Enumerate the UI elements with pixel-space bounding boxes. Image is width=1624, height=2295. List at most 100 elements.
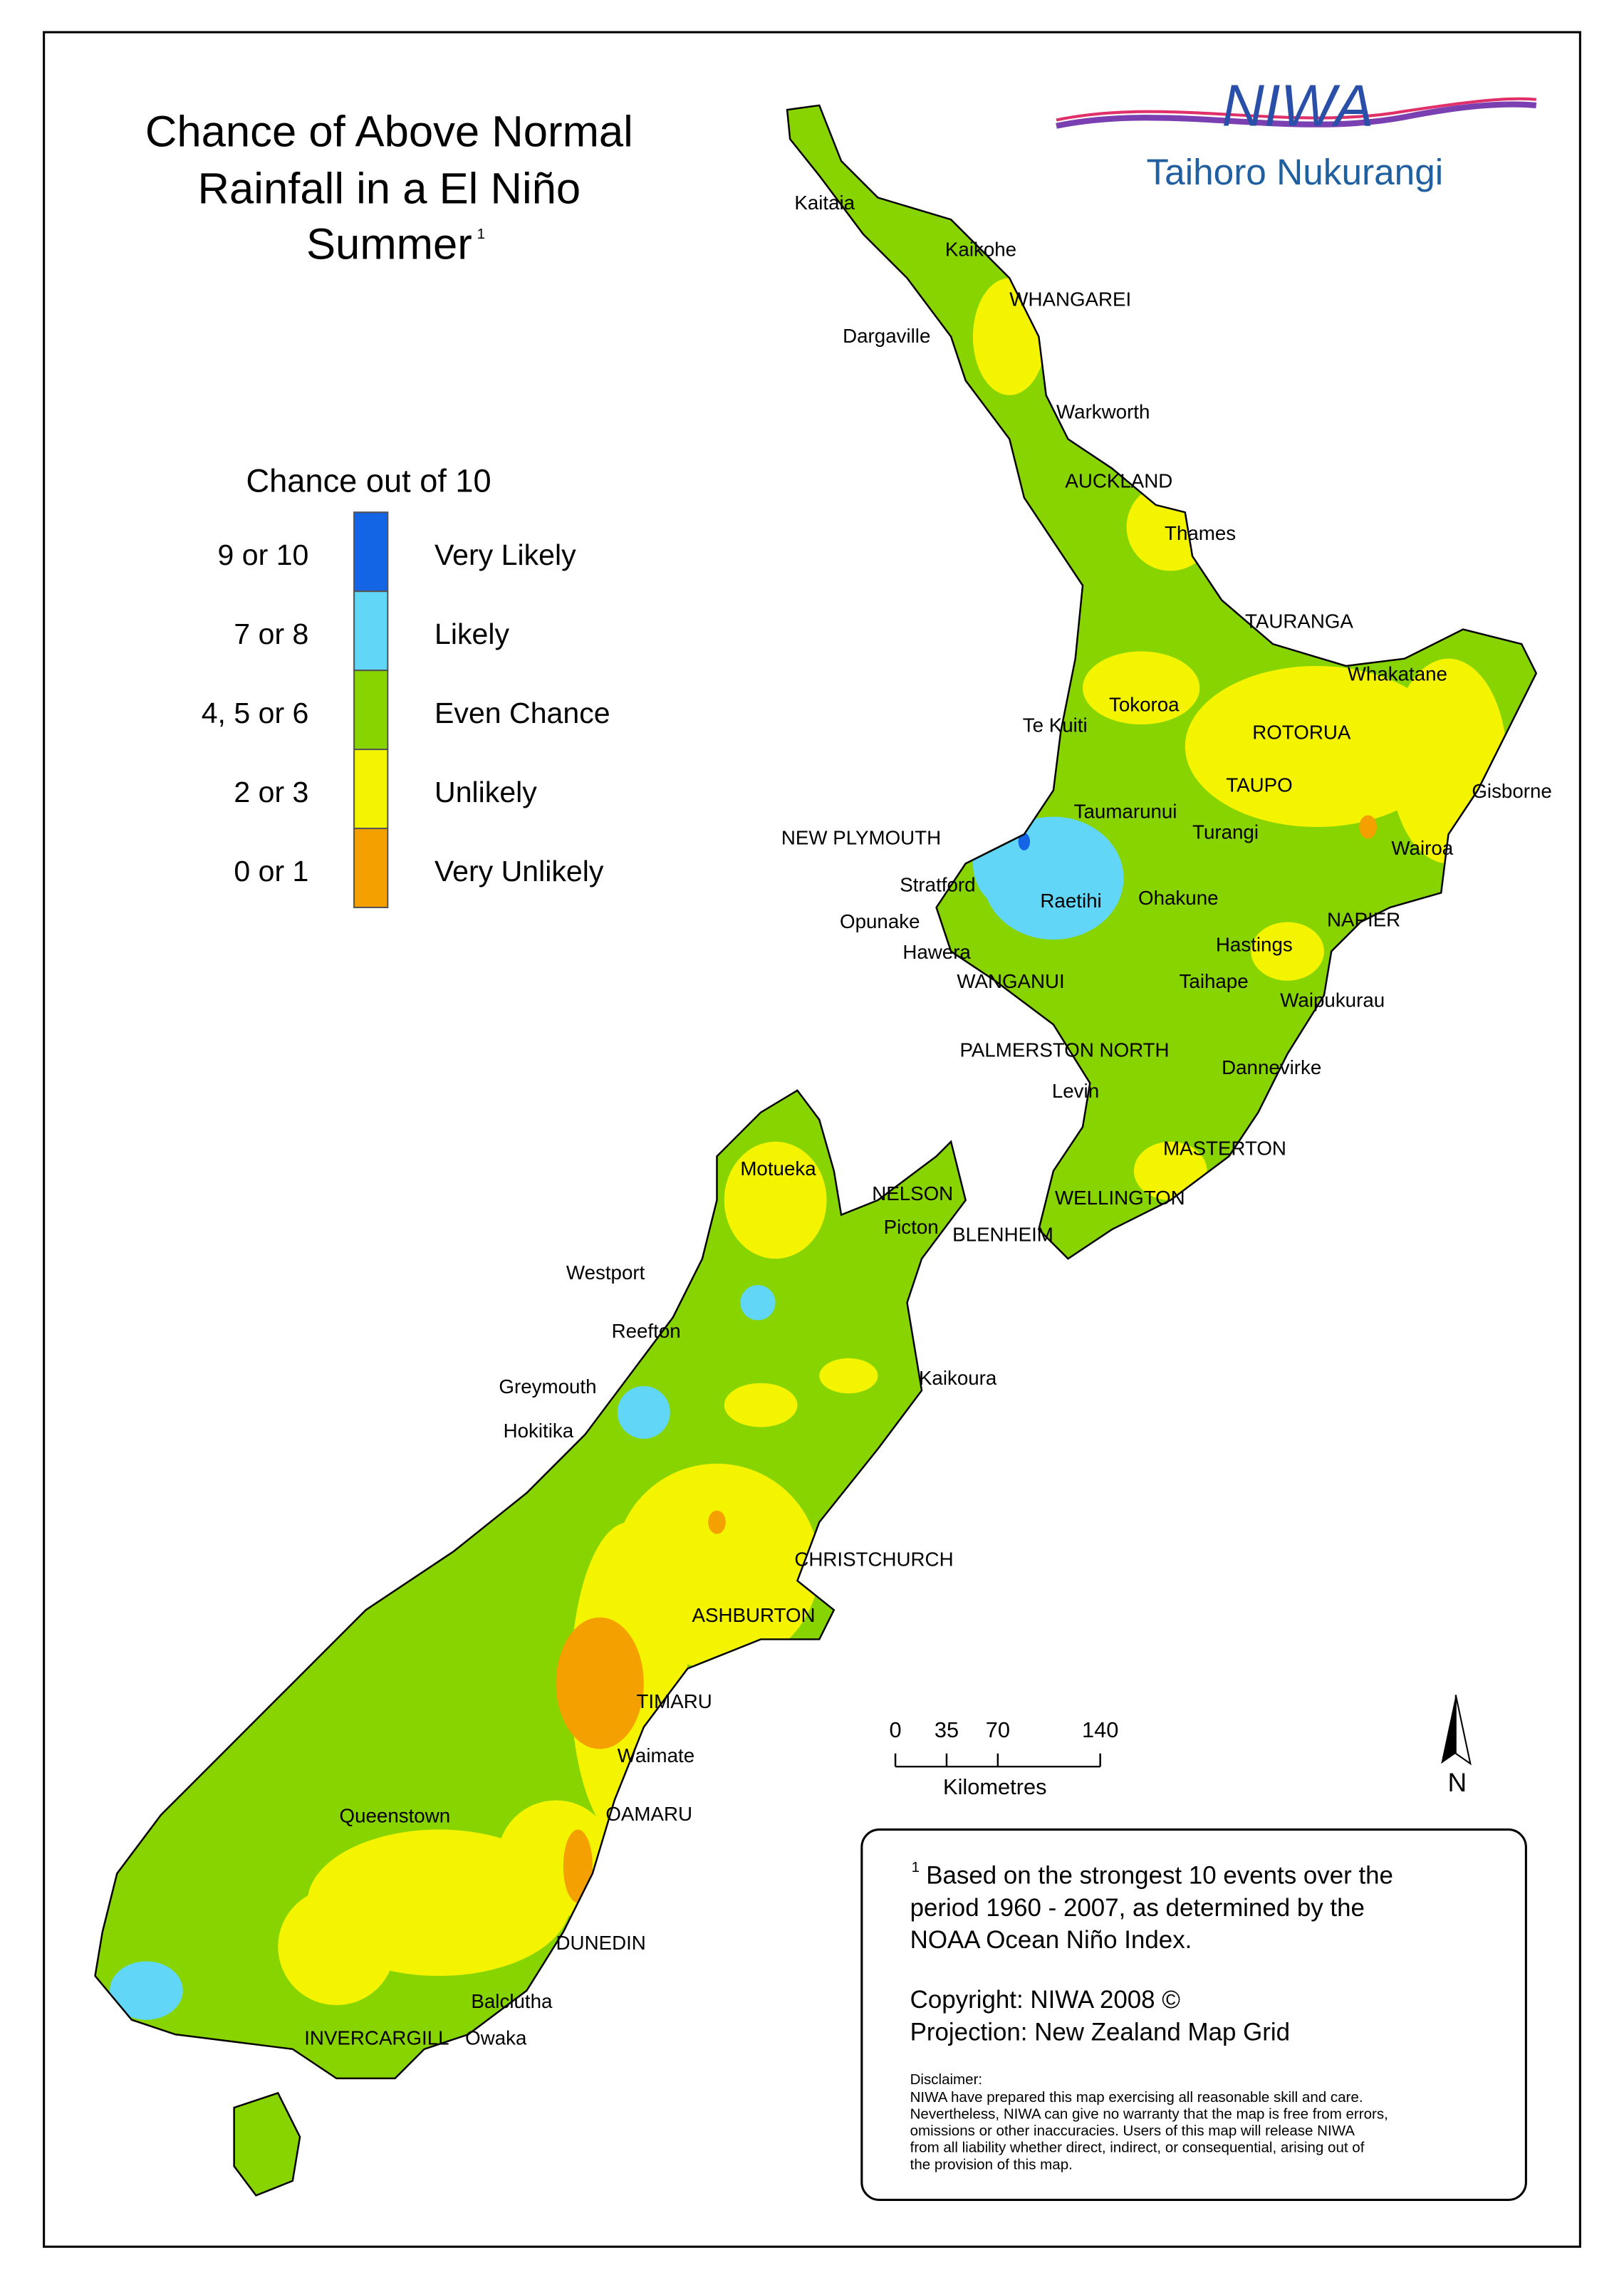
place-label: Westport [566,1261,645,1284]
disclaimer-line: omissions or other inaccuracies. Users o… [910,2123,1355,2139]
place-label: AUCKLAND [1065,469,1172,491]
place-label: Te Kuiti [1023,714,1088,736]
footnote-line: NOAA Ocean Niño Index. [910,1926,1192,1954]
title-footnote-mark: 1 [477,226,485,242]
scale-tick-label: 0 [890,1717,902,1742]
place-label: ASHBURTON [692,1604,816,1626]
place-label: Kaikohe [945,239,1016,261]
map-title: Summer [306,220,472,269]
place-label: Waimate [618,1744,694,1766]
scale-unit: Kilometres [943,1774,1046,1799]
legend-label: Very Likely [434,538,576,571]
coastline [786,104,1538,1260]
place-label: BLENHEIM [952,1224,1053,1246]
place-label: Dargaville [843,325,930,347]
north-arrow [1454,1695,1472,1766]
scale-tick-label: 140 [1082,1717,1118,1742]
place-label: WELLINGTON [1055,1187,1185,1209]
place-label: Queenstown [340,1804,451,1826]
place-label: TAURANGA [1245,610,1353,633]
footnote-line: Based on the strongest 10 events over th… [926,1862,1393,1890]
place-label: Taumarunui [1074,801,1177,823]
place-label: Opunake [840,910,920,932]
rainfall-zone [819,1358,878,1394]
scale-tick-label: 35 [935,1717,959,1742]
rainfall-zone [708,1510,726,1534]
place-label: MASTERTON [1163,1137,1286,1159]
legend-range: 7 or 8 [234,618,308,650]
logo-subtitle: Taihoro Nukurangi [1146,152,1443,192]
place-label: NELSON [872,1182,953,1204]
legend-range: 0 or 1 [234,855,308,888]
place-label: Reefton [612,1320,681,1342]
disclaimer-line: Nevertheless, NIWA can give no warranty … [910,2106,1388,2122]
logo-swoosh [1056,101,1537,129]
legend-range: 9 or 10 [218,538,309,571]
disclaimer-line: NIWA have prepared this map exercising a… [910,2089,1363,2106]
disclaimer-heading: Disclaimer: [910,2071,983,2088]
footnote-box [860,1828,1527,2201]
rainfall-zone [278,1888,395,2006]
rainfall-zone [724,1141,827,1259]
place-label: Hawera [902,941,971,963]
place-label: Ohakune [1138,887,1218,909]
legend-swatch [353,828,389,909]
place-label: Greymouth [499,1375,596,1398]
place-label: DUNEDIN [556,1932,646,1954]
place-label: Gisborne [1472,780,1551,802]
place-label: WHANGAREI [1009,288,1131,310]
north-label: N [1447,1768,1467,1797]
legend-range: 2 or 3 [234,776,308,808]
place-label: Hastings [1216,934,1293,956]
footnote-mark: 1 [912,1859,920,1875]
place-label: Motueka [740,1157,816,1180]
place-label: NEW PLYMOUTH [781,827,941,849]
place-label: Wairoa [1391,837,1453,859]
legend-label: Even Chance [434,697,610,729]
legend-swatch [353,590,389,672]
place-label: OAMARU [605,1803,692,1825]
legend-label: Unlikely [434,776,537,808]
place-label: Whakatane [1348,662,1447,685]
map-title: Rainfall in a El Niño [198,165,581,214]
disclaimer-line: the provision of this map. [910,2156,1073,2172]
place-label: Warkworth [1056,401,1150,423]
place-label: Taihape [1180,970,1249,992]
rainfall-zone [563,1829,593,1903]
rainfall-zone [1251,922,1324,981]
place-label: NAPIER [1327,909,1400,931]
map-title: Chance of Above Normal [145,107,633,156]
coastline [233,2091,301,2197]
place-label: TIMARU [637,1690,712,1712]
rainfall-zone [1359,815,1377,839]
place-label: PALMERSTON NORTH [959,1039,1169,1061]
place-label: Kaitaia [794,192,855,214]
place-label: Waipukurau [1280,989,1385,1011]
legend-swatch [353,511,389,593]
coastline [94,1089,967,2080]
rainfall-zone [617,1385,670,1439]
place-label: Owaka [465,2027,527,2049]
place-label: ROTORUA [1252,722,1351,744]
rainfall-zone [110,1961,183,2020]
rainfall-zone [972,819,1046,908]
logo-name: NIWA [1222,74,1373,139]
page-border [43,31,1581,2248]
place-label: Stratford [900,873,975,895]
rainfall-zone [1018,833,1031,850]
legend-label: Very Unlikely [434,855,604,888]
place-label: Dannevirke [1222,1056,1321,1078]
footnote-line: period 1960 - 2007, as determined by the [910,1894,1365,1922]
place-label: Hokitika [504,1420,574,1442]
place-label: WANGANUI [957,970,1064,992]
place-label: Levin [1052,1080,1099,1102]
north-arrow [1441,1695,1456,1764]
rainfall-zone [1083,651,1200,725]
place-label: Turangi [1192,821,1259,843]
place-label: Tokoroa [1109,694,1180,716]
place-label: Picton [884,1216,939,1238]
rainfall-zone [556,1617,644,1749]
place-label: Kaikoura [919,1367,997,1389]
place-label: INVERCARGILL [304,2027,449,2049]
